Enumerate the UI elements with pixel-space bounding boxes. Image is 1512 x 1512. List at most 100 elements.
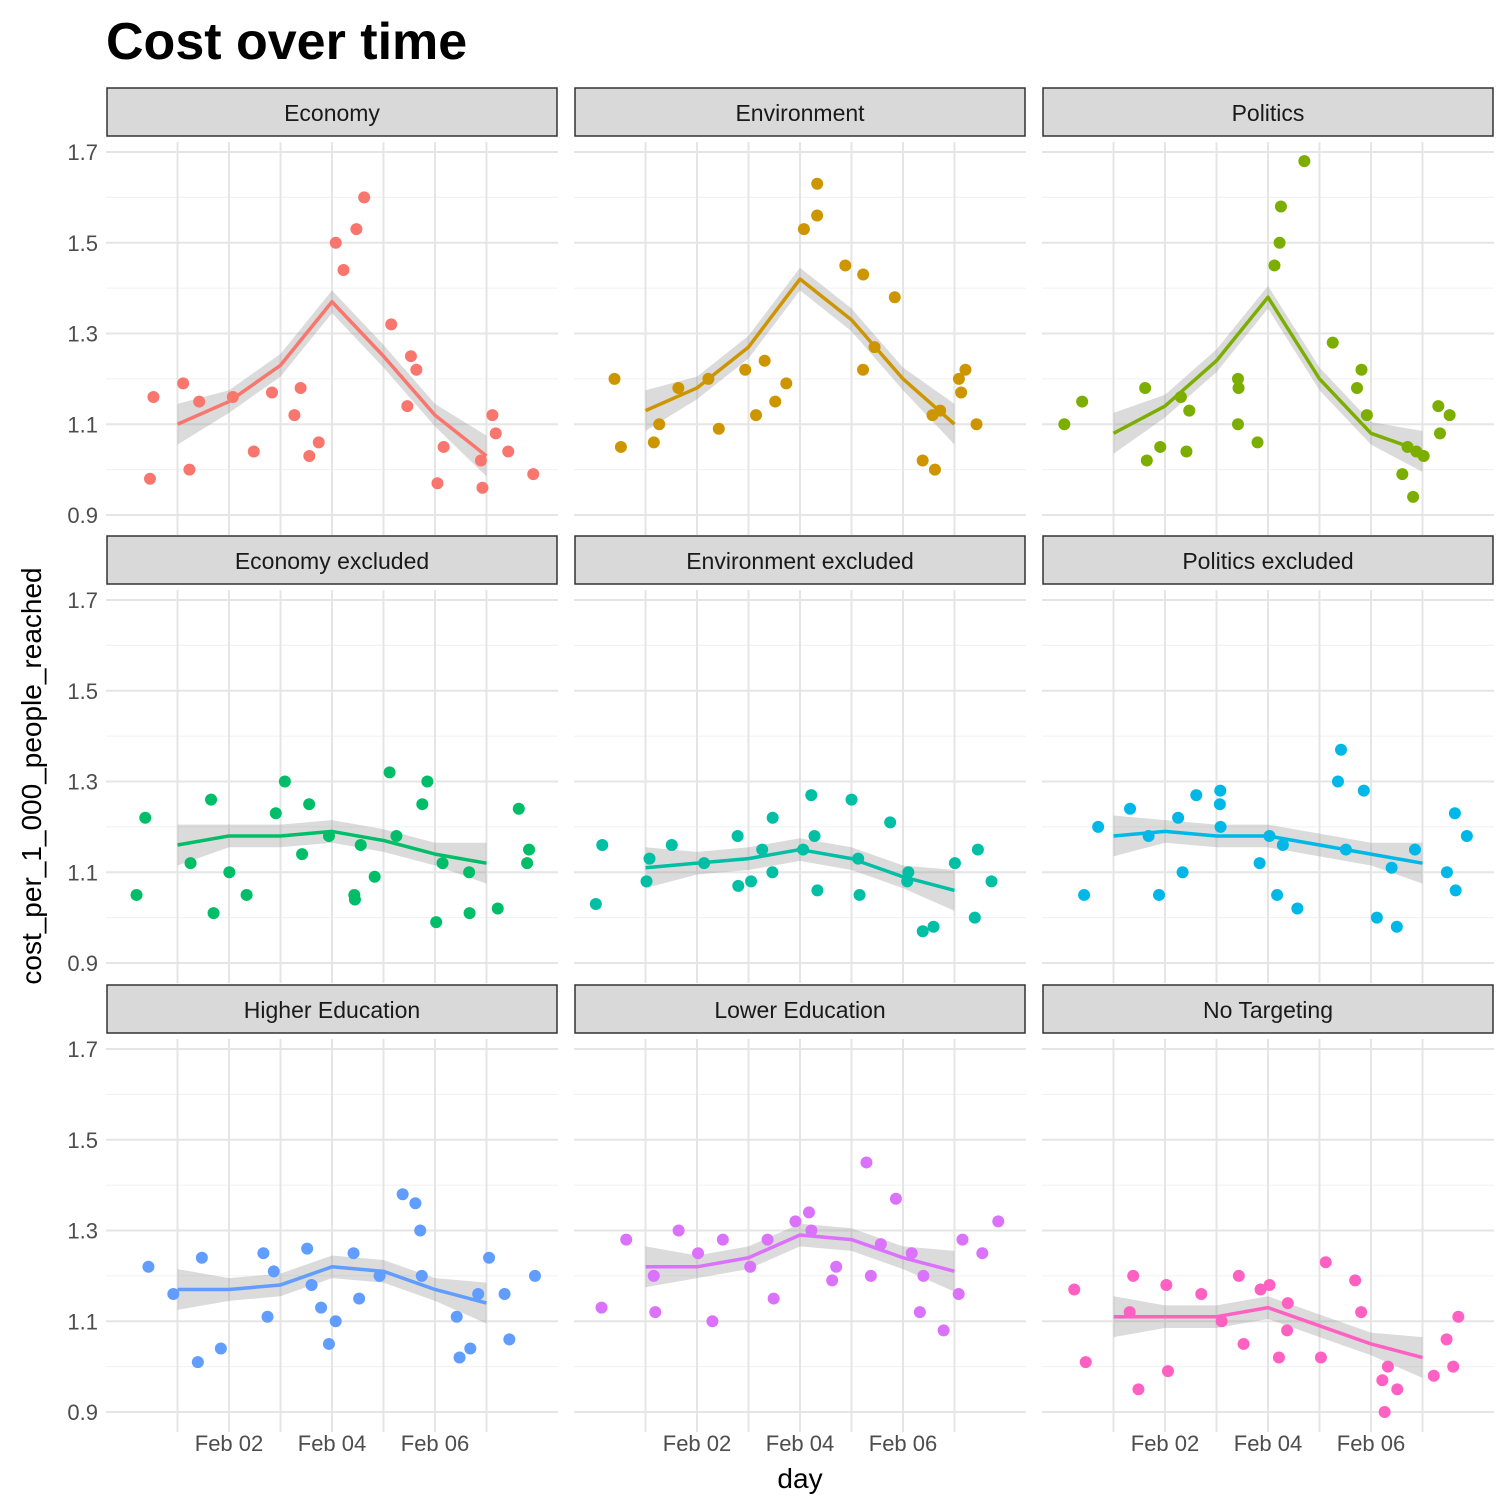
data-point	[1078, 888, 1091, 901]
data-point	[767, 1292, 780, 1305]
data-point	[802, 1206, 815, 1219]
data-point	[916, 925, 929, 938]
data-point	[396, 1188, 409, 1201]
data-point	[294, 381, 307, 394]
data-point	[716, 1233, 729, 1246]
trend-line	[645, 1233, 955, 1274]
y-tick-label: 1.1	[67, 860, 98, 885]
data-point	[756, 843, 769, 856]
data-point	[1214, 820, 1227, 833]
data-point	[1407, 490, 1420, 503]
data-point	[864, 1269, 877, 1282]
data-point	[437, 440, 450, 453]
data-point	[1127, 1269, 1140, 1282]
data-point	[1408, 843, 1421, 856]
data-point	[347, 1247, 360, 1260]
data-point	[498, 1288, 511, 1301]
data-point	[1433, 427, 1446, 440]
facet-panel: Environment excluded	[574, 535, 1026, 983]
data-point	[184, 857, 197, 870]
data-point	[917, 1269, 930, 1282]
data-point	[620, 1233, 633, 1246]
x-axis-ticks: Feb 02 Feb 04 Feb 06 Feb 02 Feb 04 Feb 06 Feb …	[195, 1431, 1406, 1456]
trend-line	[1113, 1305, 1423, 1360]
data-point	[278, 775, 291, 788]
data-point	[1291, 902, 1304, 915]
data-point	[672, 381, 685, 394]
data-point	[312, 436, 325, 449]
data-point	[665, 839, 678, 852]
data-point	[1357, 784, 1370, 797]
data-point	[265, 386, 278, 399]
data-point	[808, 829, 821, 842]
x-tick-label: Feb 06	[1337, 1431, 1406, 1456]
data-point	[732, 879, 745, 892]
facet-panel: Politics	[1042, 87, 1494, 535]
trend-line	[1112, 295, 1424, 454]
facet-panel: Higher Education 0.9 1.1 1.3 1.5 1.7	[67, 984, 558, 1432]
data-point	[1355, 363, 1368, 376]
data-point	[337, 263, 350, 276]
data-point	[789, 1215, 802, 1228]
data-point	[1079, 1356, 1092, 1369]
data-point	[1124, 802, 1137, 815]
facet-strip	[106, 535, 558, 585]
data-point	[404, 350, 417, 363]
data-point	[1231, 418, 1244, 431]
data-point	[1140, 454, 1153, 467]
data-point	[523, 843, 536, 856]
data-point	[811, 209, 824, 222]
confidence-band	[645, 838, 955, 911]
data-point	[521, 857, 534, 870]
data-point	[1432, 400, 1445, 413]
x-tick-label: Feb 02	[195, 1431, 264, 1456]
data-point	[1276, 839, 1289, 852]
data-point	[354, 839, 367, 852]
data-point	[1440, 1333, 1453, 1346]
data-point	[761, 1233, 774, 1246]
data-point	[358, 191, 371, 204]
data-point	[247, 445, 260, 458]
data-point	[1390, 920, 1403, 933]
data-point	[476, 481, 489, 494]
data-point	[416, 798, 429, 811]
data-point	[463, 866, 476, 879]
confidence-band	[645, 267, 955, 445]
data-point	[489, 427, 502, 440]
data-point	[512, 802, 525, 815]
facet-strip	[1042, 87, 1494, 137]
data-point	[472, 1288, 485, 1301]
data-point	[992, 1215, 1005, 1228]
data-point	[805, 1224, 818, 1237]
data-point	[1132, 1383, 1145, 1396]
data-point	[589, 898, 602, 911]
data-point	[421, 775, 434, 788]
data-point	[305, 1278, 318, 1291]
data-point	[1447, 1360, 1460, 1373]
data-point	[1298, 155, 1311, 168]
data-point	[1172, 811, 1185, 824]
data-point	[952, 372, 965, 385]
data-point	[653, 418, 666, 431]
data-point	[1460, 829, 1473, 842]
y-tick-label: 1.3	[67, 770, 98, 795]
data-point	[1396, 468, 1409, 481]
data-point	[207, 907, 220, 920]
data-point	[731, 829, 744, 842]
trend-line	[177, 829, 487, 865]
data-point	[1268, 259, 1281, 272]
facet-strip-label: Environment	[735, 100, 865, 126]
data-point	[769, 395, 782, 408]
data-point	[436, 857, 449, 870]
data-point	[1385, 861, 1398, 874]
data-point	[805, 789, 818, 802]
data-point	[183, 463, 196, 476]
data-point	[1417, 450, 1430, 463]
facet-strip	[1042, 984, 1494, 1034]
data-point	[139, 811, 152, 824]
data-point	[1335, 743, 1348, 756]
data-point	[502, 445, 515, 458]
facet-strip-label: Politics	[1232, 100, 1305, 126]
data-point	[415, 1269, 428, 1282]
data-point	[368, 870, 381, 883]
